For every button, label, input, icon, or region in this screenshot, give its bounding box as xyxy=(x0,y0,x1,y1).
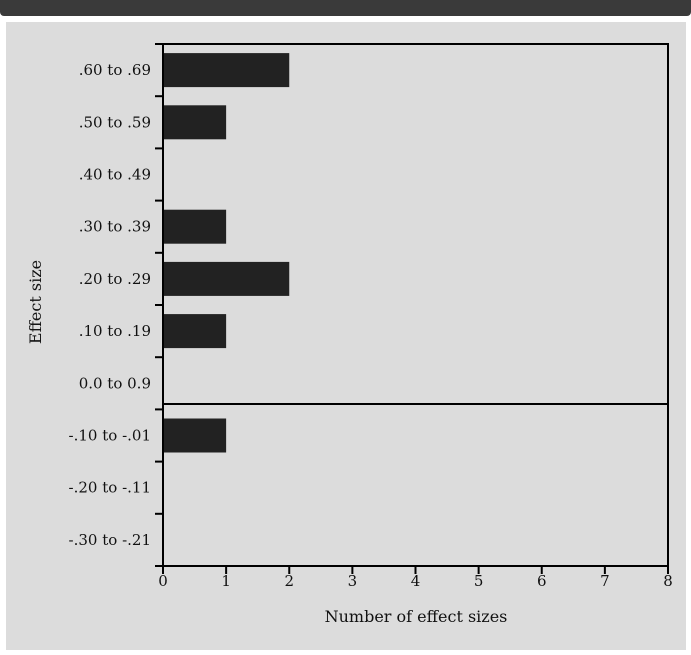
y-tick-label: .40 to .49 xyxy=(79,166,151,184)
x-tick-label: 3 xyxy=(348,572,358,590)
x-tick-label: 5 xyxy=(474,572,484,590)
bar xyxy=(163,105,227,140)
bar xyxy=(163,418,227,453)
x-tick-label: 2 xyxy=(284,572,294,590)
x-axis-title: Number of effect sizes xyxy=(325,607,508,626)
y-ticks-group: .60 to .69 .50 to .59 .40 to .49 .30 to .39… xyxy=(69,43,163,567)
y-axis-title: Effect size xyxy=(26,260,45,344)
x-ticks-group: 0 1 2 3 4 5 6 7 8 xyxy=(158,566,673,590)
x-tick-label: 0 xyxy=(158,572,168,590)
x-tick-label: 6 xyxy=(537,572,547,590)
bar xyxy=(163,53,290,88)
chart-panel xyxy=(6,22,686,650)
y-tick-label: .60 to .69 xyxy=(79,61,151,79)
y-tick-label: .20 to .29 xyxy=(79,270,151,288)
bars-group xyxy=(163,53,290,453)
bar xyxy=(163,209,227,244)
axes-group xyxy=(162,43,669,567)
bar xyxy=(163,261,290,296)
bar xyxy=(163,314,227,349)
y-tick-label: -.30 to -.21 xyxy=(69,531,151,549)
header-bar xyxy=(0,0,691,16)
plot-frame xyxy=(162,43,669,567)
x-tick-label: 7 xyxy=(600,572,610,590)
y-tick-label: .10 to .19 xyxy=(79,322,151,340)
x-tick-label: 8 xyxy=(663,572,673,590)
y-tick-label: 0.0 to 0.9 xyxy=(79,374,151,392)
x-tick-label: 1 xyxy=(221,572,231,590)
y-tick-label: -.20 to -.11 xyxy=(69,479,151,497)
y-tick-label: -.10 to -.01 xyxy=(69,427,151,445)
y-tick-label: .50 to .59 xyxy=(79,113,151,131)
y-tick-label: .30 to .39 xyxy=(79,218,151,236)
x-tick-label: 4 xyxy=(411,572,421,590)
